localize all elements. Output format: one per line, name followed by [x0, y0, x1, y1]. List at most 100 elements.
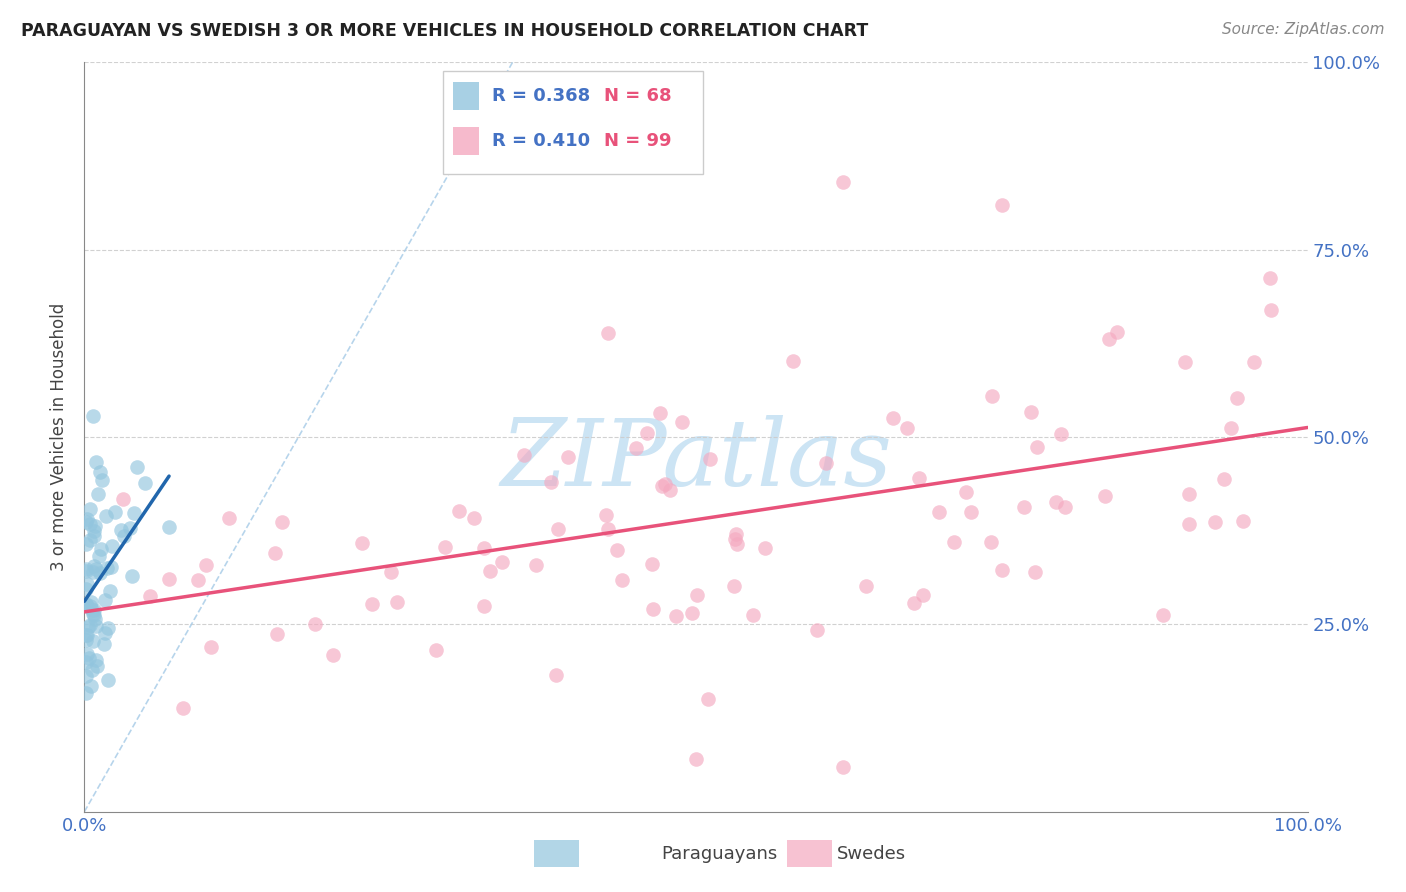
- Point: [101, 539, 124, 553]
- Point: [79, 516, 101, 531]
- Point: [547, 522, 569, 536]
- Point: [1024, 565, 1046, 579]
- Point: [322, 648, 344, 662]
- Point: [90, 541, 112, 556]
- Point: [75, 633, 97, 648]
- Point: [120, 521, 142, 535]
- Point: [76, 628, 98, 642]
- Point: [650, 406, 672, 420]
- Point: [1212, 472, 1234, 486]
- Point: [79, 679, 101, 693]
- Point: [928, 505, 950, 519]
- Point: [540, 475, 562, 489]
- Point: [524, 558, 547, 573]
- Point: [111, 492, 134, 507]
- Point: [1243, 355, 1265, 369]
- Point: [491, 555, 513, 569]
- Point: [112, 529, 135, 543]
- Point: [896, 421, 918, 435]
- Point: [1174, 354, 1197, 368]
- Point: [93, 637, 115, 651]
- Text: Source: ZipAtlas.com: Source: ZipAtlas.com: [1222, 22, 1385, 37]
- Point: [134, 476, 156, 491]
- Point: [79, 533, 101, 547]
- Point: [725, 537, 748, 551]
- Point: [472, 599, 495, 613]
- Point: [606, 543, 628, 558]
- Text: N = 99: N = 99: [605, 132, 672, 150]
- Point: [697, 691, 720, 706]
- Point: [83, 603, 105, 617]
- Point: [624, 442, 647, 456]
- Point: [80, 664, 103, 678]
- Point: [84, 612, 107, 626]
- Point: [76, 599, 98, 613]
- Point: [544, 668, 567, 682]
- Point: [264, 546, 287, 560]
- Text: R = 0.410: R = 0.410: [492, 132, 591, 150]
- Point: [955, 484, 977, 499]
- Point: [1177, 486, 1199, 500]
- Point: [121, 569, 143, 583]
- Point: [815, 456, 838, 470]
- Point: [82, 565, 104, 579]
- Point: [1219, 421, 1241, 435]
- Point: [83, 524, 105, 538]
- Point: [1098, 332, 1121, 346]
- Point: [671, 415, 693, 429]
- Text: N = 68: N = 68: [605, 87, 672, 105]
- Point: [82, 607, 104, 621]
- Point: [89, 566, 111, 581]
- Point: [598, 326, 620, 341]
- Point: [194, 558, 217, 572]
- Point: [641, 557, 664, 571]
- Point: [82, 603, 104, 617]
- Point: [641, 601, 664, 615]
- Text: Paraguayans: Paraguayans: [661, 845, 778, 863]
- Point: [598, 522, 620, 536]
- Point: [595, 508, 617, 522]
- Point: [75, 655, 97, 669]
- Point: [82, 409, 104, 424]
- Point: [1232, 514, 1254, 528]
- Point: [903, 596, 925, 610]
- Point: [1260, 302, 1282, 317]
- Point: [83, 529, 105, 543]
- Point: [478, 564, 501, 578]
- Point: [831, 175, 853, 189]
- Point: [79, 502, 101, 516]
- Point: [806, 623, 828, 637]
- Point: [463, 511, 485, 525]
- Point: [782, 354, 804, 368]
- Point: [80, 595, 103, 609]
- Point: [97, 621, 120, 635]
- Point: [125, 460, 148, 475]
- Point: [100, 560, 122, 574]
- Point: [1045, 495, 1067, 509]
- Point: [84, 562, 107, 576]
- Point: [610, 573, 633, 587]
- Text: Swedes: Swedes: [837, 845, 905, 863]
- Point: [75, 686, 97, 700]
- Point: [98, 583, 121, 598]
- Point: [882, 410, 904, 425]
- Point: [385, 595, 408, 609]
- Point: [724, 527, 747, 541]
- Point: [76, 577, 98, 591]
- Bar: [453, 127, 479, 155]
- Point: [304, 617, 326, 632]
- Point: [157, 520, 180, 534]
- Point: [75, 561, 97, 575]
- Point: [612, 145, 634, 160]
- Point: [200, 640, 222, 655]
- Point: [82, 634, 104, 648]
- Point: [270, 516, 292, 530]
- Point: [980, 534, 1002, 549]
- Point: [77, 651, 100, 665]
- Point: [75, 669, 97, 683]
- Point: [1025, 440, 1047, 454]
- Point: [659, 483, 682, 497]
- Point: [1152, 608, 1174, 623]
- Point: [218, 511, 240, 525]
- Point: [1178, 516, 1201, 531]
